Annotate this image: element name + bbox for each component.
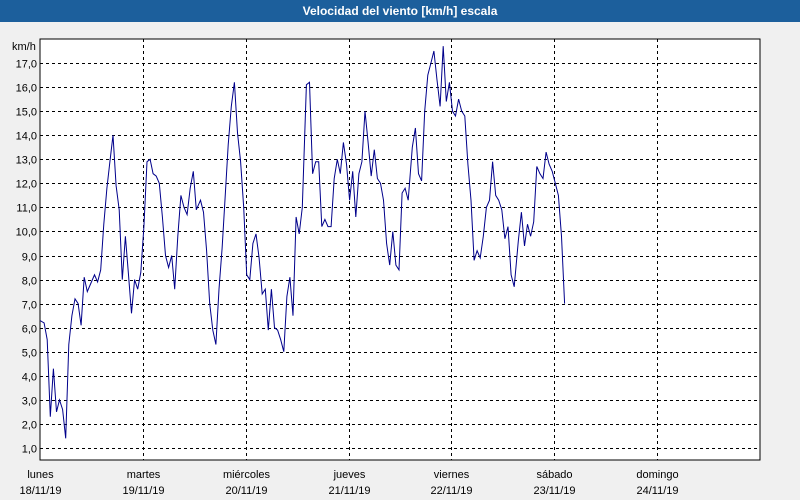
x-tick-day-label: viernes xyxy=(434,469,470,481)
y-tick-label: 2,0 xyxy=(22,420,37,432)
x-tick-day-label: martes xyxy=(127,469,161,481)
y-tick-label: 14,0 xyxy=(16,131,37,143)
y-axis-ticks: 1,0 2,0 3,0 4,0 5,0 6,0 7,0 8,0 9,0 10,0 11,0 12,0 1… xyxy=(16,59,37,456)
x-tick-date-label: 20/11/19 xyxy=(225,485,267,497)
y-tick-label: 4,0 xyxy=(22,372,37,384)
y-axis-unit-label: km/h xyxy=(12,41,36,53)
y-tick-label: 5,0 xyxy=(22,348,37,360)
x-tick-date-label: 21/11/19 xyxy=(328,485,370,497)
x-tick-date-label: 22/11/19 xyxy=(430,485,472,497)
x-tick-day-label: miércoles xyxy=(223,469,271,481)
x-axis-ticks: lunes 18/11/19 martes 19/11/19 miércoles 20/1… xyxy=(19,469,678,497)
y-tick-label: 6,0 xyxy=(22,324,37,336)
x-tick-day-label: sábado xyxy=(536,469,572,481)
y-tick-label: 7,0 xyxy=(22,300,37,312)
wind-speed-line xyxy=(39,46,566,439)
y-tick-label: 9,0 xyxy=(22,252,37,264)
x-tick-day-label: jueves xyxy=(333,469,366,481)
y-tick-label: 16,0 xyxy=(16,83,37,95)
x-tick-date-label: 24/11/19 xyxy=(636,485,678,497)
y-tick-label: 1,0 xyxy=(22,444,37,456)
y-tick-label: 13,0 xyxy=(16,155,37,167)
y-tick-label: 10,0 xyxy=(16,227,37,239)
y-tick-label: 3,0 xyxy=(22,396,37,408)
y-tick-label: 8,0 xyxy=(22,276,37,288)
y-tick-label: 12,0 xyxy=(16,179,37,191)
y-tick-label: 17,0 xyxy=(16,59,37,71)
x-tick-date-label: 23/11/19 xyxy=(533,485,575,497)
x-tick-day-label: domingo xyxy=(636,469,678,481)
y-tick-label: 15,0 xyxy=(16,107,37,119)
x-tick-day-label: lunes xyxy=(27,469,54,481)
x-tick-date-label: 18/11/19 xyxy=(19,485,61,497)
gridlines xyxy=(40,39,760,460)
y-tick-label: 11,0 xyxy=(16,203,37,215)
x-tick-date-label: 19/11/19 xyxy=(122,485,164,497)
chart-title: Velocidad del viento [km/h] escala xyxy=(0,0,800,22)
